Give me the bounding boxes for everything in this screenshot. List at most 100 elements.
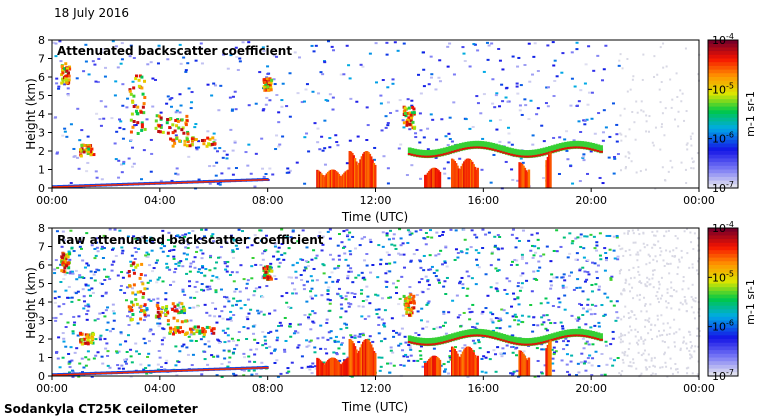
noise-pixel <box>253 360 257 363</box>
noise-pixel <box>696 373 699 376</box>
noise-pixel <box>217 109 221 112</box>
noise-pixel <box>67 250 71 253</box>
noise-pixel <box>268 345 272 348</box>
noise-pixel <box>161 311 165 314</box>
noise-pixel <box>119 284 123 287</box>
colorbar-tick-label: 10-4 <box>712 32 734 47</box>
noise-pixel <box>392 335 396 338</box>
noise-pixel <box>651 141 654 144</box>
noise-pixel <box>205 285 209 288</box>
noise-pixel <box>630 160 633 163</box>
noise-pixel <box>242 374 246 377</box>
noise-pixel <box>215 150 219 153</box>
noise-pixel <box>540 348 544 351</box>
cloud-layer <box>477 328 482 337</box>
noise-pixel <box>422 85 426 88</box>
noise-pixel <box>371 340 375 343</box>
noise-pixel <box>231 173 235 176</box>
noise-pixel <box>140 281 144 284</box>
cloud-pixel <box>143 303 147 307</box>
noise-pixel <box>114 80 118 83</box>
noise-pixel <box>664 361 667 364</box>
noise-pixel <box>273 245 277 248</box>
noise-pixel <box>236 68 240 71</box>
cloud-pixel <box>205 144 209 148</box>
noise-pixel <box>320 135 324 138</box>
noise-pixel <box>586 271 590 274</box>
cloud-layer <box>523 343 528 346</box>
noise-pixel <box>367 338 371 341</box>
noise-pixel <box>465 294 469 297</box>
cloud-layer <box>448 146 452 155</box>
cloud-layer <box>450 338 455 341</box>
noise-pixel <box>604 251 608 254</box>
cloud-layer <box>593 149 598 152</box>
noise-pixel <box>110 263 114 266</box>
noise-pixel <box>175 308 179 311</box>
precip-column <box>344 171 347 188</box>
noise-pixel <box>640 282 643 285</box>
noise-pixel <box>260 137 264 140</box>
noise-pixel <box>208 182 212 185</box>
cloud-layer <box>459 331 463 340</box>
noise-pixel <box>627 331 630 334</box>
noise-pixel <box>563 294 567 297</box>
noise-pixel <box>223 341 227 344</box>
noise-pixel <box>426 235 430 238</box>
noise-pixel <box>126 97 130 100</box>
noise-pixel <box>265 285 269 288</box>
noise-pixel <box>314 294 318 297</box>
noise-pixel <box>574 318 578 321</box>
noise-pixel <box>444 293 448 296</box>
noise-pixel <box>584 323 588 326</box>
noise-pixel <box>647 130 650 133</box>
cloud-pixel <box>408 122 412 126</box>
noise-pixel <box>337 347 341 350</box>
noise-pixel <box>181 234 185 237</box>
noise-pixel <box>438 80 442 83</box>
noise-pixel <box>447 311 451 314</box>
noise-pixel <box>163 245 167 248</box>
noise-pixel <box>426 148 430 151</box>
noise-pixel <box>84 356 88 359</box>
y-tick-label: 6 <box>38 259 45 272</box>
noise-pixel <box>656 335 659 338</box>
noise-pixel <box>527 239 531 242</box>
cloud-pixel <box>175 137 179 141</box>
noise-pixel <box>392 364 396 367</box>
noise-pixel <box>545 245 549 248</box>
noise-pixel <box>169 105 173 108</box>
noise-pixel <box>635 171 638 174</box>
noise-pixel <box>69 123 73 126</box>
noise-pixel <box>590 283 594 286</box>
precip-column <box>523 355 527 376</box>
cloud-pixel <box>185 137 189 141</box>
noise-pixel <box>659 366 662 369</box>
noise-pixel <box>589 150 593 153</box>
noise-pixel <box>236 339 240 342</box>
noise-pixel <box>226 327 230 330</box>
noise-pixel <box>200 288 204 291</box>
boundary-layer <box>235 367 242 370</box>
noise-pixel <box>273 348 277 351</box>
noise-pixel <box>511 228 515 231</box>
cloud-layer <box>477 140 482 149</box>
noise-pixel <box>619 338 622 341</box>
cloud-pixel <box>84 144 88 148</box>
noise-pixel <box>156 363 160 366</box>
noise-pixel <box>289 306 293 309</box>
precip-column <box>460 166 463 188</box>
cloud-pixel <box>87 147 91 151</box>
noise-pixel <box>342 352 346 355</box>
noise-pixel <box>186 243 190 246</box>
noise-pixel <box>594 283 598 286</box>
noise-pixel <box>149 61 153 64</box>
noise-pixel <box>285 301 289 304</box>
colorbar-swatch <box>708 62 738 67</box>
noise-pixel <box>686 148 689 151</box>
cloud-layer <box>475 146 479 149</box>
noise-pixel <box>516 92 520 95</box>
noise-pixel <box>346 356 350 359</box>
cloud-pixel <box>175 124 179 128</box>
cloud-pixel <box>139 273 143 277</box>
